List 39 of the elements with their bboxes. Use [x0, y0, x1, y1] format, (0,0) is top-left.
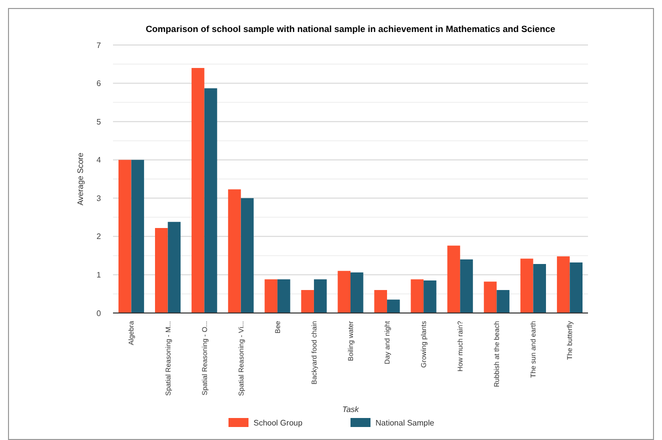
y-axis-title: Average Score — [76, 152, 85, 206]
bar — [570, 262, 583, 313]
y-tick-label: 4 — [96, 156, 102, 165]
legend-label: National Sample — [376, 418, 435, 428]
bar — [533, 264, 546, 313]
bar — [192, 68, 204, 313]
bar — [301, 290, 314, 313]
bar — [314, 279, 327, 313]
bar — [277, 279, 290, 313]
bar — [496, 290, 510, 313]
bar — [131, 160, 144, 313]
y-tick-label: 5 — [96, 117, 102, 126]
bar — [410, 279, 424, 313]
bar — [118, 160, 132, 313]
bar — [350, 272, 364, 313]
bar — [374, 290, 388, 313]
y-tick-label: 0 — [96, 308, 102, 318]
bar — [484, 282, 497, 313]
y-tick-label: 1 — [96, 270, 102, 280]
bar — [204, 88, 218, 313]
bar — [168, 222, 181, 313]
y-tick-label: 6 — [96, 79, 102, 88]
bar — [447, 246, 460, 313]
bar — [460, 259, 473, 313]
bar — [556, 256, 570, 313]
bar — [520, 258, 534, 313]
y-tick-label: 2 — [96, 232, 102, 242]
chart-title: Comparison of school sample with national sample in achievement in Mathematics and Science — [146, 24, 556, 34]
bar — [338, 270, 350, 313]
y-tick-label: 3 — [96, 194, 102, 203]
y-tick-label: 7 — [96, 40, 102, 50]
bar — [228, 189, 241, 313]
bar — [424, 280, 436, 313]
bar — [155, 228, 168, 313]
bar — [387, 300, 400, 313]
bar — [264, 279, 278, 313]
bar — [240, 198, 254, 313]
legend-label: School Group — [254, 418, 303, 428]
x-axis-title: Task — [342, 405, 360, 414]
